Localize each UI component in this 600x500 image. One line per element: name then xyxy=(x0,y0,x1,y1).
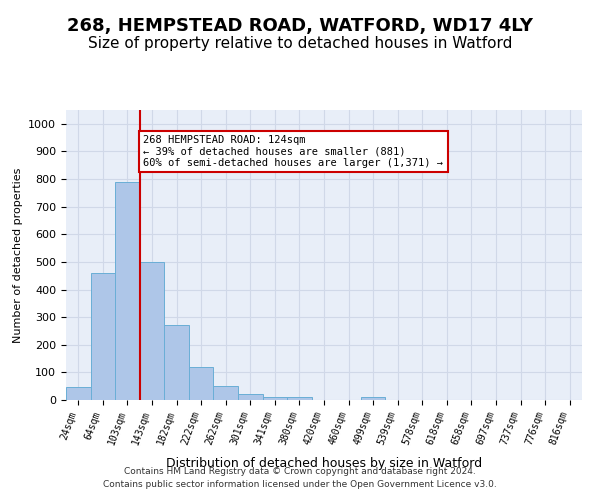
Bar xyxy=(214,386,238,400)
Text: Contains HM Land Registry data © Crown copyright and database right 2024.: Contains HM Land Registry data © Crown c… xyxy=(124,467,476,476)
Bar xyxy=(263,397,287,400)
Text: Contains public sector information licensed under the Open Government Licence v3: Contains public sector information licen… xyxy=(103,480,497,489)
Text: 268 HEMPSTEAD ROAD: 124sqm
← 39% of detached houses are smaller (881)
60% of sem: 268 HEMPSTEAD ROAD: 124sqm ← 39% of deta… xyxy=(143,135,443,168)
Text: 268, HEMPSTEAD ROAD, WATFORD, WD17 4LY: 268, HEMPSTEAD ROAD, WATFORD, WD17 4LY xyxy=(67,18,533,36)
Bar xyxy=(115,182,140,400)
Bar xyxy=(238,394,263,400)
Bar xyxy=(287,396,312,400)
Y-axis label: Number of detached properties: Number of detached properties xyxy=(13,168,23,342)
Text: Size of property relative to detached houses in Watford: Size of property relative to detached ho… xyxy=(88,36,512,51)
Bar xyxy=(91,273,115,400)
X-axis label: Distribution of detached houses by size in Watford: Distribution of detached houses by size … xyxy=(166,458,482,470)
Bar xyxy=(361,397,385,400)
Bar xyxy=(66,388,91,400)
Bar xyxy=(140,262,164,400)
Bar xyxy=(189,367,214,400)
Bar xyxy=(164,326,189,400)
